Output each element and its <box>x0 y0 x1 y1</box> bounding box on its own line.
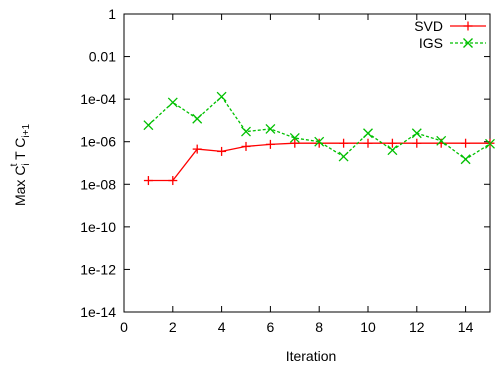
y-axis-label-sup-t: t <box>9 163 20 166</box>
y-axis-label-sub-i: i <box>21 163 32 165</box>
x-axis-label: Iteration <box>286 348 337 364</box>
series-igs <box>143 91 495 165</box>
series-group <box>143 91 495 186</box>
series-svd <box>143 138 495 186</box>
data-point-igs <box>216 91 227 102</box>
data-point-igs <box>363 128 373 139</box>
data-point-svd <box>241 141 251 151</box>
data-point-svd <box>265 139 275 149</box>
data-point-igs <box>143 120 154 131</box>
data-point-igs <box>265 123 276 134</box>
plot-frame-group <box>123 13 491 313</box>
y-tick-label: 1e-08 <box>80 176 116 192</box>
x-tick-label: 6 <box>267 319 275 335</box>
data-point-igs <box>485 138 495 149</box>
y-tick-label: 1e-10 <box>80 219 116 235</box>
legend-label-svd: SVD <box>414 18 443 34</box>
x-tick-label: 8 <box>315 319 323 335</box>
y-tick-label: 1e-04 <box>80 91 116 107</box>
y-axis-label-base: Max C <box>12 166 28 206</box>
data-point-igs <box>387 145 398 156</box>
y-tick-label: 1 <box>108 6 116 22</box>
legend-label-igs: IGS <box>419 35 443 51</box>
data-point-igs <box>436 135 447 146</box>
data-point-igs <box>167 97 178 108</box>
y-tick-label: 0.01 <box>89 49 116 65</box>
y-axis-label-middle: T C <box>12 138 28 164</box>
data-point-svd <box>363 138 373 148</box>
legend-marker-svd <box>463 21 473 31</box>
x-tick-label: 0 <box>120 319 128 335</box>
data-point-svd <box>461 138 471 148</box>
data-point-svd <box>192 144 202 154</box>
series-line-igs <box>147 95 491 161</box>
legend-marker-igs <box>463 38 473 48</box>
data-point-svd <box>217 146 227 156</box>
x-tick-label: 12 <box>409 319 425 335</box>
data-point-svd <box>412 138 422 148</box>
data-point-igs <box>411 128 422 139</box>
data-point-igs <box>192 113 203 124</box>
data-point-igs <box>289 133 300 143</box>
data-point-svd <box>387 138 397 148</box>
y-axis-label: Max Cit T Ci+1 <box>9 124 32 206</box>
x-axis-ticks: 0 2 4 6 8 10 12 14 <box>120 14 474 335</box>
y-axis-label-sub-i1: i+1 <box>21 124 32 138</box>
x-tick-label: 4 <box>218 319 226 335</box>
data-point-svd <box>290 138 300 148</box>
y-tick-label: 1e-12 <box>80 261 116 277</box>
data-point-svd <box>339 138 349 148</box>
y-axis-ticks: 1e-14 1e-12 1e-10 1e-08 1e-06 1e-04 0.01 1 <box>80 6 490 320</box>
data-point-svd <box>143 176 153 186</box>
data-point-igs <box>241 126 251 137</box>
x-tick-label: 14 <box>458 319 474 335</box>
data-point-svd <box>168 176 178 186</box>
data-point-igs <box>460 154 471 165</box>
x-tick-label: 2 <box>169 319 177 335</box>
data-point-igs <box>338 151 349 162</box>
y-tick-label: 1e-14 <box>80 304 116 320</box>
data-point-igs <box>314 136 325 147</box>
plot-frame <box>123 13 491 313</box>
y-tick-label: 1e-06 <box>80 134 116 150</box>
x-tick-label: 10 <box>360 319 376 335</box>
